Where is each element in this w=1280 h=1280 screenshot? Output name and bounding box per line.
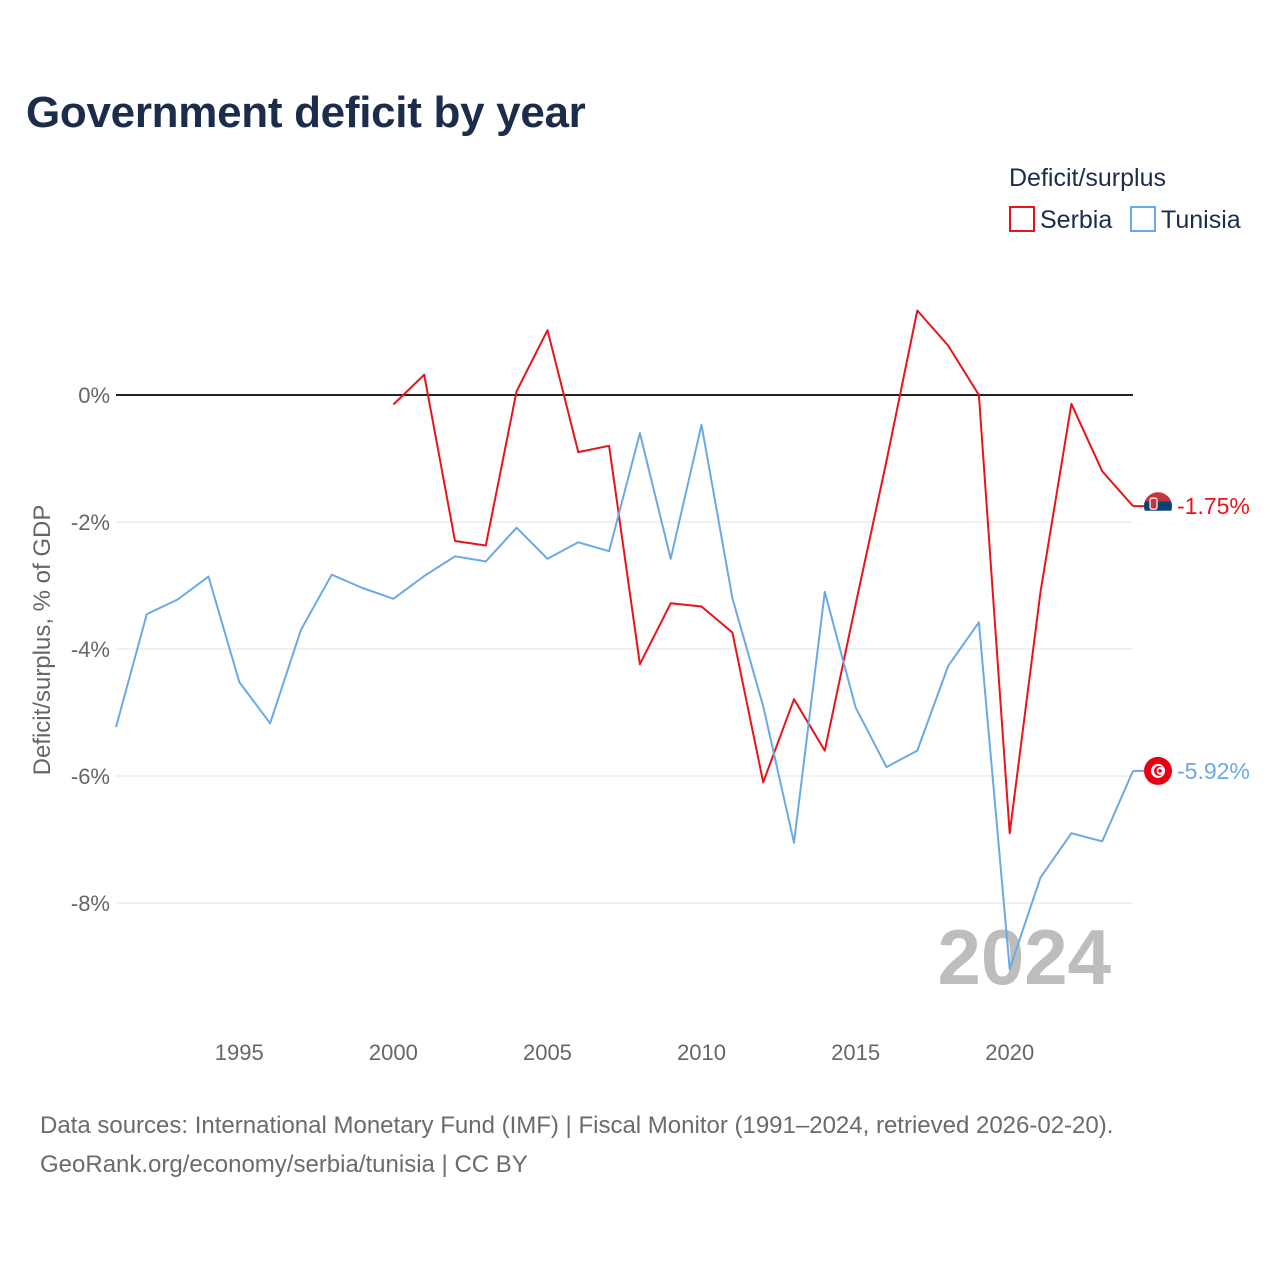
- y-tick-label: -6%: [71, 764, 110, 789]
- legend-swatch-tunisia[interactable]: [1130, 206, 1156, 232]
- legend-swatch-serbia[interactable]: [1009, 206, 1035, 232]
- y-tick-label: 0%: [78, 383, 110, 408]
- legend-label-serbia[interactable]: Serbia: [1040, 206, 1112, 234]
- legend-label-tunisia[interactable]: Tunisia: [1161, 206, 1241, 234]
- x-tick-label: 2000: [369, 1040, 418, 1065]
- y-axis-ticks: 0% -2% -4% -6% -8%: [71, 383, 110, 916]
- x-tick-label: 2005: [523, 1040, 572, 1065]
- chart-title: Government deficit by year: [26, 88, 586, 137]
- tunisia-flag-icon: [1144, 756, 1172, 785]
- x-tick-label: 2015: [831, 1040, 880, 1065]
- x-axis-ticks: 1995 2000 2005 2010 2015 2020: [215, 1040, 1034, 1065]
- series-line-tunisia[interactable]: [115, 423, 1134, 970]
- y-tick-label: -8%: [71, 891, 110, 916]
- end-value-label-serbia: -1.75%: [1177, 493, 1250, 519]
- y-tick-label: -4%: [71, 637, 110, 662]
- serbia-flag-icon: [1144, 492, 1172, 521]
- legend-title: Deficit/surplus: [1009, 164, 1166, 192]
- series-end-markers: -1.75% -5.92%: [1133, 492, 1250, 785]
- series-lines: [115, 309, 1134, 970]
- y-axis-label: Deficit/surplus, % of GDP: [29, 505, 56, 776]
- series-line-serbia[interactable]: [392, 309, 1134, 835]
- credit-link[interactable]: GeoRank.org/economy/serbia/tunisia | CC …: [40, 1151, 528, 1178]
- footer: Data sources: International Monetary Fun…: [40, 1106, 1113, 1184]
- grid-lines: [116, 521, 1133, 904]
- data-sources: Data sources: International Monetary Fun…: [40, 1112, 1114, 1139]
- x-tick-label: 2010: [677, 1040, 726, 1065]
- end-value-label-tunisia: -5.92%: [1177, 758, 1250, 784]
- x-tick-label: 2020: [985, 1040, 1034, 1065]
- y-tick-label: -2%: [71, 510, 110, 535]
- x-tick-label: 1995: [215, 1040, 264, 1065]
- legend: Deficit/surplus Serbia Tunisia: [1009, 164, 1241, 234]
